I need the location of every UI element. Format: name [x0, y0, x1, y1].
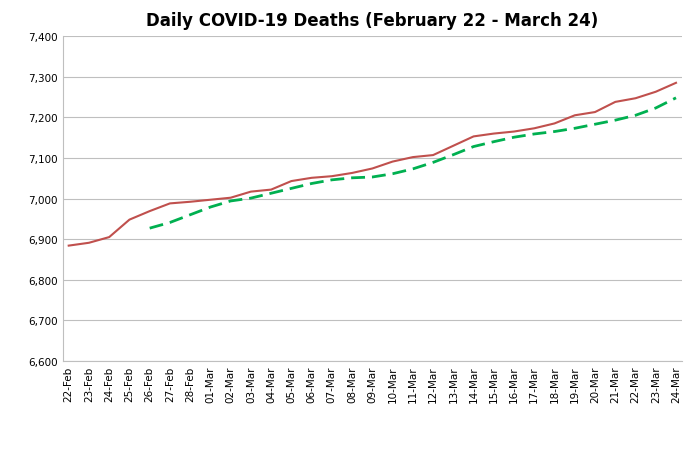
Title: Daily COVID-19 Deaths (February 22 - March 24): Daily COVID-19 Deaths (February 22 - Mar…	[146, 12, 599, 30]
